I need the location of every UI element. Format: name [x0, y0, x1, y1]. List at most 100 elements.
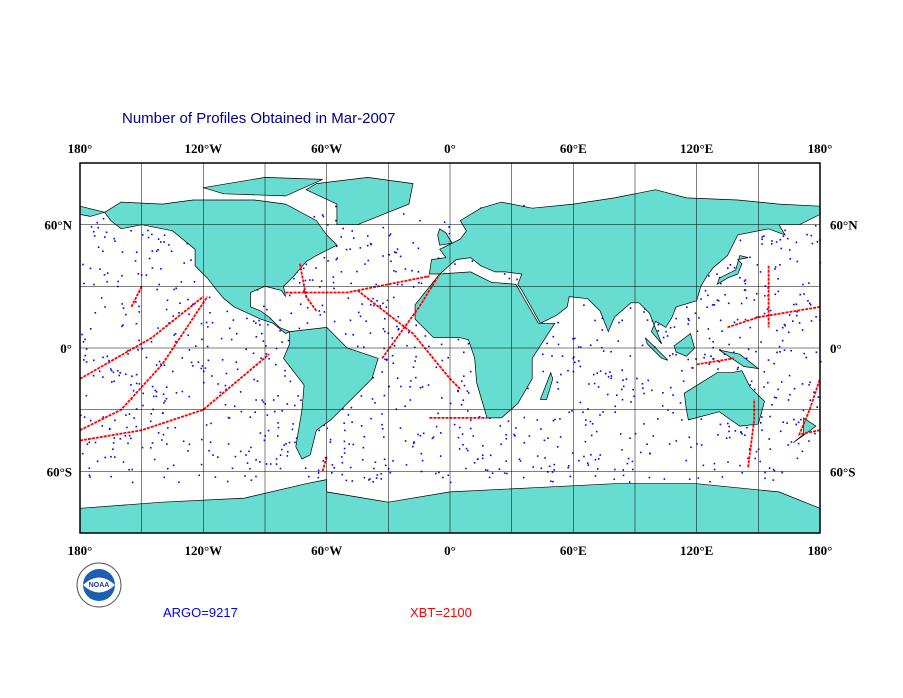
argo-profile: [629, 307, 632, 309]
argo-profile: [750, 380, 753, 383]
argo-profile: [214, 476, 217, 478]
argo-profile: [89, 267, 92, 270]
argo-profile: [741, 472, 743, 474]
argo-profile: [749, 256, 751, 259]
argo-profile: [277, 426, 280, 429]
argo-profile: [704, 353, 706, 356]
argo-profile: [379, 305, 381, 307]
argo-profile: [97, 226, 99, 229]
argo-profile: [168, 244, 170, 246]
argo-profile: [287, 451, 289, 453]
argo-profile: [801, 450, 804, 453]
argo-profile: [557, 321, 559, 324]
argo-profile: [771, 404, 773, 406]
argo-profile: [727, 422, 729, 425]
argo-profile: [211, 321, 214, 324]
argo-profile: [744, 279, 747, 281]
argo-profile: [370, 304, 372, 306]
argo-profile: [188, 313, 190, 315]
argo-profile: [231, 467, 234, 470]
argo-profile: [357, 311, 360, 314]
argo-profile: [152, 395, 155, 398]
lon-label-top: 60°E: [560, 141, 587, 156]
argo-profile: [431, 437, 434, 440]
argo-profile: [744, 318, 747, 321]
argo-profile: [553, 469, 555, 471]
argo-profile: [713, 304, 716, 306]
argo-profile: [788, 314, 791, 316]
argo-profile: [803, 352, 805, 355]
argo-profile: [776, 329, 778, 332]
argo-profile: [279, 330, 281, 332]
argo-profile: [739, 276, 741, 279]
argo-profile: [211, 375, 213, 377]
argo-profile: [356, 270, 358, 273]
argo-profile: [773, 362, 775, 365]
argo-profile: [736, 318, 739, 321]
argo-profile: [467, 392, 470, 394]
argo-profile: [182, 440, 185, 443]
lon-label-bottom: 0°: [444, 543, 456, 558]
argo-profile: [772, 468, 775, 471]
argo-profile: [104, 456, 106, 459]
argo-profile: [713, 468, 716, 471]
argo-profile: [703, 356, 705, 359]
argo-profile: [460, 380, 463, 382]
argo-profile: [646, 443, 648, 445]
argo-profile: [114, 419, 116, 422]
argo-profile: [801, 329, 804, 331]
argo-profile: [156, 288, 158, 291]
argo-profile: [125, 414, 127, 416]
argo-profile: [261, 399, 264, 401]
argo-profile: [281, 448, 283, 451]
argo-profile: [170, 250, 173, 252]
argo-profile: [477, 458, 479, 460]
argo-profile: [741, 433, 743, 435]
land: [719, 349, 760, 370]
argo-profile: [795, 303, 798, 305]
argo-profile: [308, 279, 311, 281]
argo-profile: [188, 443, 191, 446]
argo-profile: [152, 408, 154, 411]
argo-profile: [593, 382, 596, 385]
argo-profile: [719, 319, 722, 322]
argo-profile: [399, 255, 402, 258]
argo-profile: [629, 437, 631, 439]
argo-profile: [519, 460, 522, 462]
argo-profile: [621, 398, 624, 401]
argo-profile: [188, 395, 191, 398]
argo-profile: [542, 353, 544, 356]
argo-profile: [94, 312, 97, 314]
argo-profile: [696, 330, 699, 332]
argo-profile: [665, 330, 667, 333]
argo-profile: [734, 430, 737, 432]
argo-profile: [744, 282, 747, 285]
argo-profile: [200, 322, 203, 325]
argo-profile: [245, 454, 247, 456]
argo-profile: [93, 359, 95, 362]
argo-profile: [669, 354, 671, 357]
argo-profile: [343, 447, 346, 450]
argo-profile: [465, 467, 467, 470]
argo-profile: [729, 264, 732, 266]
argo-profile: [212, 454, 214, 456]
argo-profile: [157, 249, 159, 251]
argo-profile: [803, 293, 805, 295]
lon-label-top: 120°E: [680, 141, 713, 156]
xbt-track: [381, 273, 441, 359]
argo-profile: [736, 368, 739, 371]
argo-profile: [413, 441, 415, 443]
argo-profile: [617, 340, 620, 342]
argo-profile: [267, 429, 270, 432]
argo-profile: [381, 428, 384, 430]
argo-profile: [284, 369, 286, 372]
argo-profile: [707, 328, 710, 330]
argo-profile: [342, 227, 344, 230]
argo-profile: [208, 449, 210, 452]
argo-profile: [190, 361, 193, 364]
argo-profile: [463, 351, 465, 354]
land: [644, 337, 669, 361]
argo-profile: [643, 392, 645, 395]
argo-profile: [745, 357, 748, 360]
